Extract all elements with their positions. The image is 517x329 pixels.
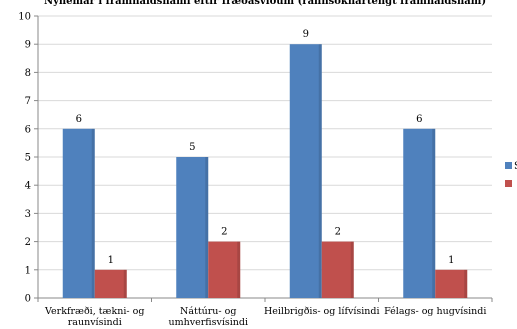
bar-shade (205, 157, 209, 298)
y-tick-label: 0 (25, 294, 31, 305)
y-tick-label: 3 (25, 209, 31, 220)
bar-shade (464, 269, 468, 298)
bar (289, 44, 322, 299)
bar (321, 241, 354, 298)
data-label: 2 (221, 227, 227, 238)
y-tick-label: 5 (25, 153, 31, 164)
category-label: Verkfræði, tækni- og (44, 306, 144, 317)
y-tick-label: 10 (18, 12, 31, 23)
category-label: Heilbrigðis- og lífvísindi (264, 306, 380, 317)
y-tick-label: 6 (25, 124, 31, 135)
data-label: 2 (335, 227, 341, 238)
legend-swatch (505, 162, 512, 169)
bar-shade (350, 241, 354, 298)
bar-shade (91, 128, 95, 298)
bar (62, 128, 95, 298)
bar (435, 269, 468, 298)
data-label: 5 (189, 142, 195, 153)
chart-title: Nýnemar í framhaldsnámi eftir fræðasviðu… (44, 0, 486, 7)
bar-shade (237, 241, 241, 298)
y-tick-label: 1 (25, 265, 31, 276)
y-tick-label: 4 (25, 181, 31, 192)
bar-shade (318, 44, 322, 299)
bar (176, 157, 209, 298)
y-tick-label: 7 (25, 96, 31, 107)
category-label: raunvísindi (68, 317, 122, 328)
bar (208, 241, 241, 298)
category-label: Náttúru- og (180, 306, 236, 317)
category-label: Félags- og hugvísindi (384, 306, 486, 317)
data-label: 1 (108, 255, 114, 266)
legend-label: S (514, 161, 517, 172)
legend-swatch (505, 180, 512, 187)
y-tick-label: 9 (25, 40, 31, 51)
data-label: 1 (448, 255, 454, 266)
category-label: umhverfisvísindi (168, 317, 248, 328)
y-tick-label: 8 (25, 68, 31, 79)
data-label: 6 (416, 114, 422, 125)
bar-shade (123, 269, 127, 298)
bar (403, 128, 436, 298)
bar (94, 269, 127, 298)
y-tick-label: 2 (25, 237, 31, 248)
bar-shade (432, 128, 436, 298)
data-label: 6 (76, 114, 82, 125)
data-label: 9 (303, 29, 309, 40)
